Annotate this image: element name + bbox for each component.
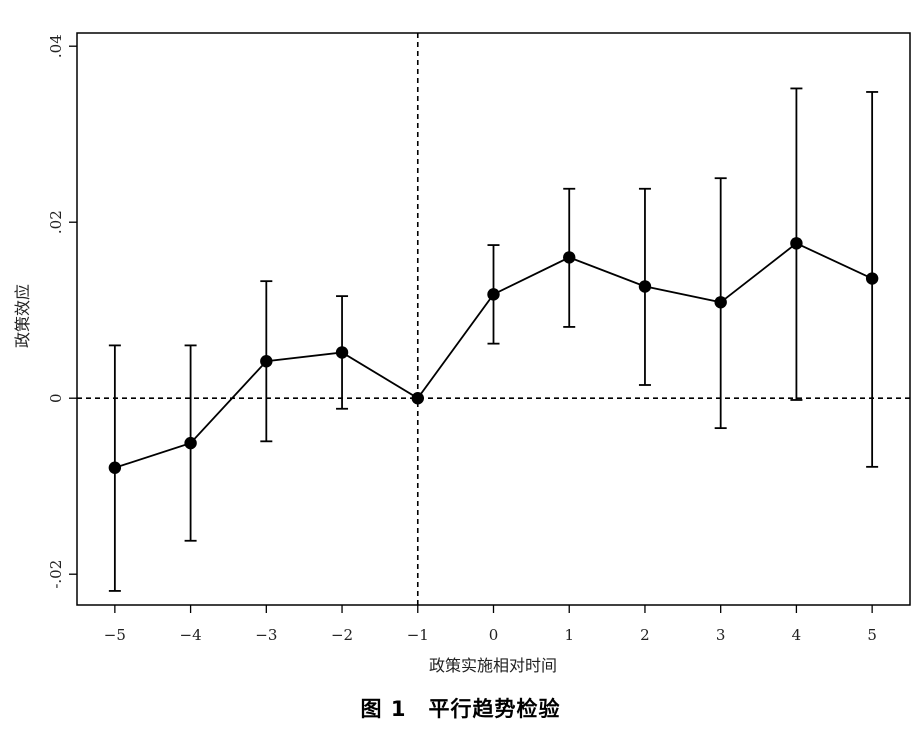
y-tick-label: .04	[47, 34, 65, 58]
data-point	[411, 392, 424, 405]
data-point	[638, 280, 652, 293]
error-bars	[108, 87, 879, 592]
reference-lines	[77, 33, 910, 605]
y-axis-title: 政策效应	[13, 284, 32, 348]
y-tick-label: -.02	[47, 560, 65, 589]
x-tick-label: 4	[792, 626, 802, 644]
x-tick-label: 5	[867, 626, 877, 644]
data-point	[563, 251, 576, 264]
x-tick-label: −2	[331, 626, 353, 644]
data-point	[714, 296, 727, 309]
x-tick-label: −5	[104, 626, 126, 644]
y-axis-ticks: -.02 0 .02 .04	[47, 34, 77, 589]
data-point	[790, 237, 803, 250]
markers	[108, 237, 879, 474]
x-axis-title: 政策实施相对时间	[429, 656, 557, 675]
x-tick-label: −4	[180, 626, 202, 644]
y-tick-label: 0	[47, 393, 65, 403]
data-point	[487, 288, 500, 301]
x-tick-label: 2	[640, 626, 650, 644]
x-tick-label: −1	[407, 626, 429, 644]
data-point	[260, 355, 273, 368]
data-point	[184, 436, 197, 450]
figure-caption: 图 1 平行趋势检验	[360, 697, 561, 721]
x-tick-label: 1	[564, 626, 574, 644]
x-tick-label: 0	[489, 626, 499, 644]
y-tick-label: .02	[47, 210, 65, 234]
data-point	[108, 461, 122, 474]
x-tick-label: −3	[255, 626, 277, 644]
data-point	[865, 272, 879, 285]
data-point	[335, 346, 349, 359]
x-tick-label: 3	[716, 626, 726, 644]
x-axis-ticks: −5 −4 −3 −2 −1 0 1 2 3 4 5	[104, 605, 877, 644]
